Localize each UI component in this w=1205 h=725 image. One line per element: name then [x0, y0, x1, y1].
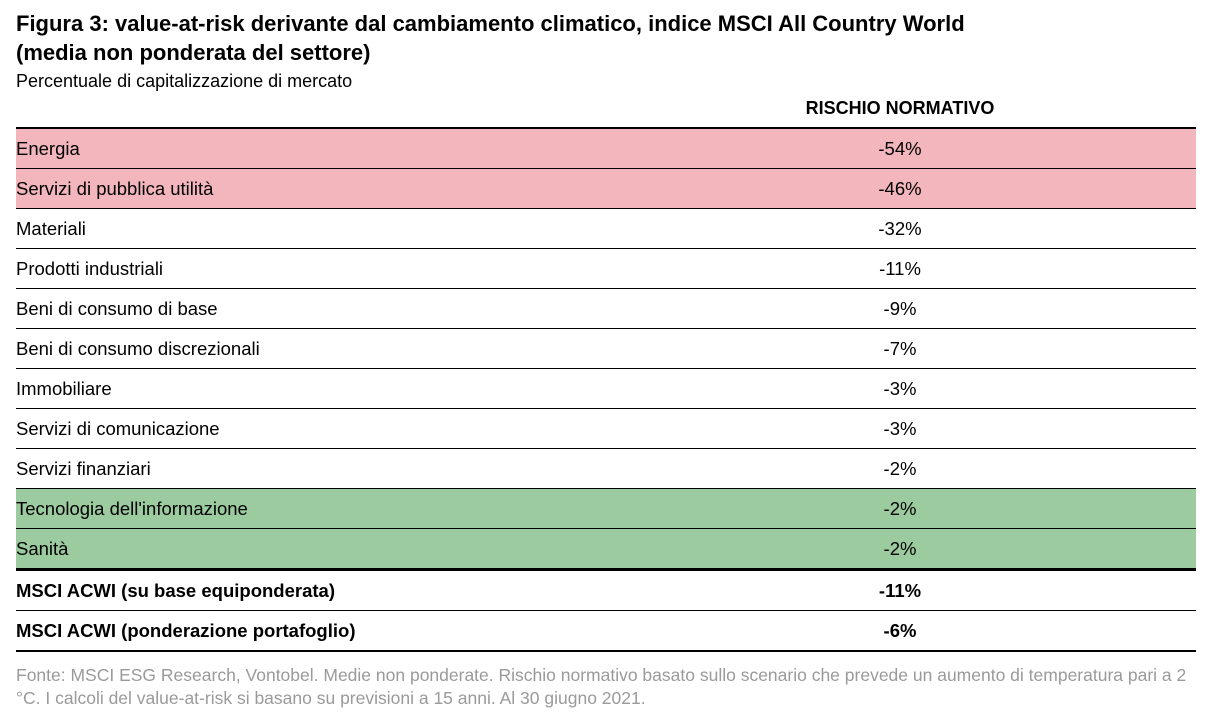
- row-value: -2%: [883, 538, 917, 559]
- table-row: Materiali -32%: [16, 209, 1196, 249]
- table-row: Tecnologia dell'informazione -2%: [16, 489, 1196, 529]
- row-label: Sanità: [16, 538, 69, 559]
- total-row: MSCI ACWI (su base equiponderata) -11%: [16, 569, 1196, 611]
- row-label: Servizi di pubblica utilità: [16, 178, 214, 199]
- row-label: Servizi finanziari: [16, 458, 151, 479]
- row-label: Immobiliare: [16, 378, 112, 399]
- table-row: Servizi finanziari -2%: [16, 449, 1196, 489]
- table-row: Immobiliare -3%: [16, 369, 1196, 409]
- table-row: Servizi di comunicazione -3%: [16, 409, 1196, 449]
- total-label: MSCI ACWI (ponderazione portafoglio): [16, 620, 356, 641]
- data-table: Energia -54% Servizi di pubblica utilità -4…: [16, 127, 1196, 652]
- table-row: Servizi di pubblica utilità -46%: [16, 169, 1196, 209]
- chart-title-line-1: Figura 3: value-at-risk derivante dal ca…: [16, 11, 965, 36]
- row-label: Servizi di comunicazione: [16, 418, 220, 439]
- row-value: -11%: [879, 258, 921, 279]
- table-row: Prodotti industriali -11%: [16, 249, 1196, 289]
- footnote: Fonte: MSCI ESG Research, Vontobel. Medi…: [16, 665, 1187, 708]
- row-label: Beni di consumo discrezionali: [16, 338, 260, 359]
- row-value: -3%: [883, 418, 917, 439]
- row-label: Prodotti industriali: [16, 258, 164, 279]
- total-label: MSCI ACWI (su base equiponderata): [16, 580, 335, 601]
- chart-title-line-2: (media non ponderata del settore): [16, 40, 371, 65]
- row-label: Materiali: [16, 218, 86, 239]
- row-value: -3%: [883, 378, 917, 399]
- row-value: -2%: [883, 498, 917, 519]
- total-row: MSCI ACWI (ponderazione portafoglio) -6%: [16, 611, 1196, 652]
- total-value: -6%: [883, 620, 917, 641]
- table-row: Energia -54%: [16, 129, 1196, 169]
- row-label: Tecnologia dell'informazione: [16, 498, 248, 519]
- table-row: Beni di consumo di base -9%: [16, 289, 1196, 329]
- chart-title: Figura 3: value-at-risk derivante dal ca…: [16, 9, 1196, 67]
- row-label: Energia: [16, 138, 80, 159]
- total-value: -11%: [878, 580, 922, 601]
- row-label: Beni di consumo di base: [16, 298, 218, 319]
- row-value: -2%: [883, 458, 917, 479]
- row-value: -46%: [878, 178, 922, 199]
- column-header: RISCHIO NORMATIVO: [805, 98, 995, 118]
- row-value: -9%: [883, 298, 917, 319]
- table-row: Beni di consumo discrezionali -7%: [16, 329, 1196, 369]
- row-value: -7%: [883, 338, 917, 359]
- table-row: Sanità -2%: [16, 529, 1196, 569]
- chart-subtitle: Percentuale di capitalizzazione di merca…: [16, 71, 353, 91]
- row-value: -54%: [878, 138, 922, 159]
- row-value: -32%: [878, 218, 922, 239]
